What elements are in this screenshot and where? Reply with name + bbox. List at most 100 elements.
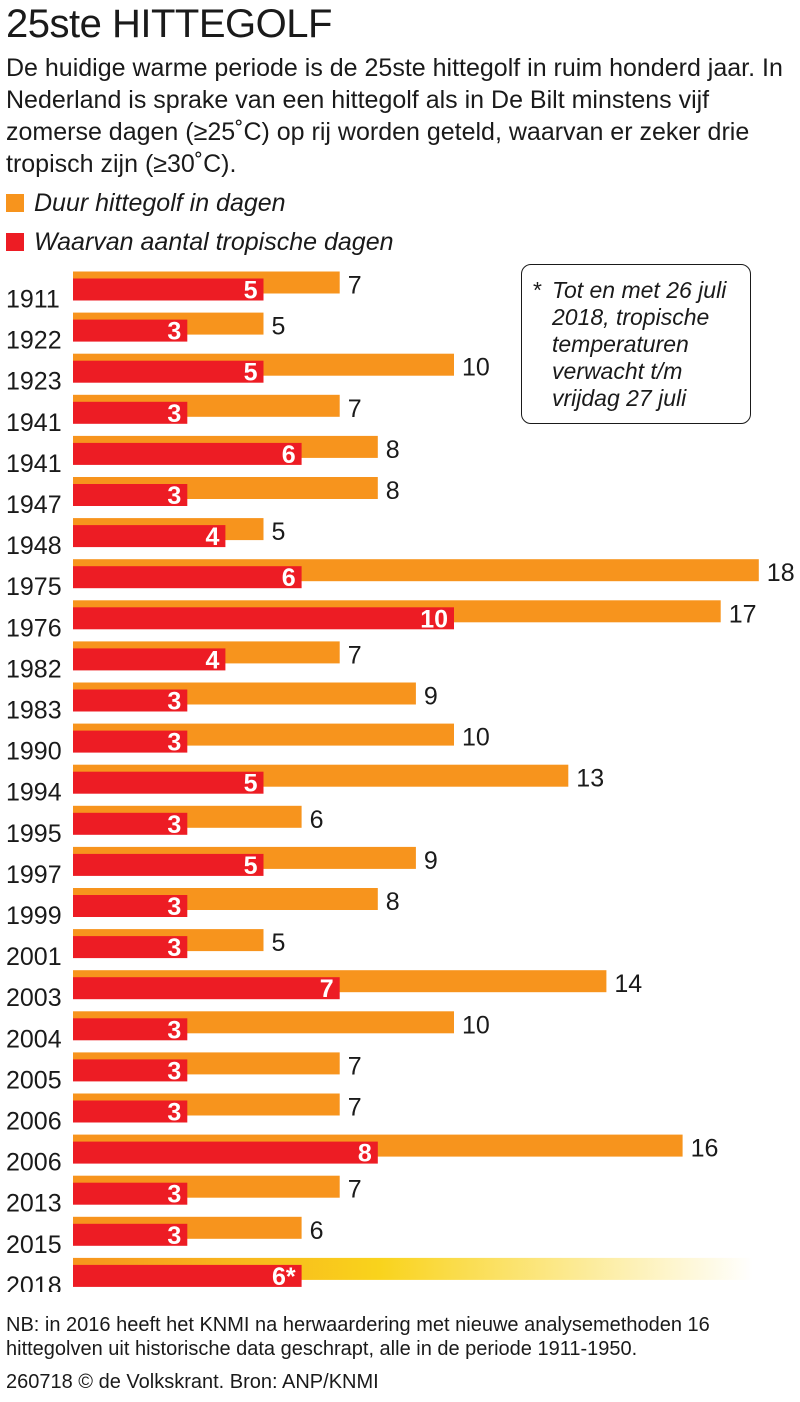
year-label: 1941 <box>6 409 62 437</box>
legend-swatch-duur <box>6 194 24 212</box>
year-label: 1922 <box>6 327 62 355</box>
value-label-tropisch: 3 <box>167 934 181 962</box>
bar-row-1990: 1990 10 3 <box>6 723 490 766</box>
value-label-tropisch: 4 <box>205 523 219 551</box>
value-label-duur: 7 <box>348 1052 362 1080</box>
value-label-tropisch: 3 <box>167 318 181 346</box>
bar-row-1947: 1947 8 3 <box>6 477 400 519</box>
bar-tropisch <box>73 401 188 424</box>
bar-row-2018: 2018 6* <box>6 1257 753 1292</box>
bar-row-1941: 1941 7 3 <box>6 394 362 437</box>
value-label-duur: 7 <box>348 1176 362 1204</box>
annotation-box: * Tot en met 26 juli 2018, tropische tem… <box>521 264 751 424</box>
year-label: 1982 <box>6 655 62 683</box>
bar-tropisch <box>73 853 264 876</box>
value-label-duur: 6 <box>310 1217 324 1245</box>
bar-row-1923: 1923 10 5 <box>6 353 490 396</box>
year-label: 1975 <box>6 573 62 601</box>
legend-item-duur: Duur hittegolf in dagen <box>6 188 286 218</box>
value-label-duur: 14 <box>614 970 642 998</box>
footnote: NB: in 2016 heeft het KNMI na herwaarder… <box>6 1314 710 1360</box>
bar-tropisch <box>73 1100 188 1123</box>
bar-tropisch <box>73 525 226 548</box>
bar-tropisch <box>73 689 188 712</box>
bar-row-1911: 1911 7 5 <box>6 271 362 314</box>
annotation-text: Tot en met 26 juli 2018, tropische tempe… <box>552 277 727 411</box>
bar-row-2015: 2015 6 3 <box>6 1216 324 1259</box>
value-label-tropisch: 3 <box>167 688 181 716</box>
year-label: 2004 <box>6 1025 62 1053</box>
value-label-tropisch: 3 <box>167 1181 181 1209</box>
value-label-duur: 18 <box>767 559 795 587</box>
value-label-duur: 5 <box>272 518 286 546</box>
year-label: 2005 <box>6 1066 62 1094</box>
value-label-duur: 16 <box>691 1135 719 1163</box>
legend-label-tropisch: Waarvan aantal tropische dagen <box>34 228 394 256</box>
value-label-duur: 8 <box>386 477 400 505</box>
bar-tropisch <box>73 1264 302 1287</box>
value-label-tropisch: 8 <box>358 1140 372 1168</box>
year-label: 1990 <box>6 738 62 766</box>
value-label-tropisch: 6* <box>272 1263 296 1291</box>
value-label-tropisch: 3 <box>167 893 181 921</box>
bar-row-2005: 2005 7 3 <box>6 1052 362 1094</box>
year-label: 1983 <box>6 697 62 725</box>
bar-tropisch <box>73 771 264 794</box>
bar-row-1995: 1995 6 3 <box>6 805 324 848</box>
bar-tropisch <box>73 1141 378 1164</box>
value-label-tropisch: 7 <box>320 975 334 1003</box>
value-label-duur: 7 <box>348 272 362 300</box>
chart-title: 25ste HITTEGOLF <box>6 2 332 46</box>
bar-tropisch <box>73 936 188 959</box>
value-label-tropisch: 3 <box>167 1099 181 1127</box>
year-label: 2018 <box>6 1272 62 1292</box>
bar-tropisch <box>73 442 302 465</box>
value-label-duur: 5 <box>272 929 286 957</box>
value-label-duur: 8 <box>386 888 400 916</box>
value-label-tropisch: 5 <box>244 277 258 305</box>
value-label-duur: 9 <box>424 847 438 875</box>
legend-swatch-tropisch <box>6 233 24 251</box>
legend-label-duur: Duur hittegolf in dagen <box>34 189 286 217</box>
value-label-tropisch: 3 <box>167 482 181 510</box>
bar-row-2001: 2001 5 3 <box>6 929 285 971</box>
year-label: 1923 <box>6 368 62 396</box>
bar-tropisch <box>73 730 188 753</box>
annotation-asterisk: * <box>532 277 541 303</box>
bar-tropisch <box>73 1059 188 1082</box>
value-label-tropisch: 5 <box>244 852 258 880</box>
value-label-duur: 7 <box>348 641 362 669</box>
year-label: 2006 <box>6 1149 62 1177</box>
year-label: 1976 <box>6 614 62 642</box>
year-label: 1947 <box>6 491 62 519</box>
value-label-tropisch: 3 <box>167 811 181 839</box>
bar-row-1999: 1999 8 3 <box>6 888 400 930</box>
bar-row-1983: 1983 9 3 <box>6 682 438 725</box>
year-label: 1948 <box>6 532 62 560</box>
bar-row-1976: 1976 17 10 <box>6 600 757 642</box>
value-label-tropisch: 3 <box>167 1057 181 1085</box>
value-label-tropisch: 6 <box>282 564 296 592</box>
year-label: 1941 <box>6 450 62 478</box>
value-label-tropisch: 6 <box>282 441 296 469</box>
bar-row-2004: 2004 10 3 <box>6 1011 490 1053</box>
year-label: 1911 <box>6 286 60 314</box>
value-label-duur: 8 <box>386 436 400 464</box>
bar-row-1941: 1941 8 6 <box>6 435 400 478</box>
bar-row-1922: 1922 5 3 <box>6 312 285 355</box>
bar-row-1948: 1948 5 4 <box>6 518 285 560</box>
bar-tropisch <box>73 278 264 301</box>
value-label-tropisch: 4 <box>205 646 219 674</box>
bar-row-2013: 2013 7 3 <box>6 1175 362 1218</box>
bar-row-2006: 2006 16 8 <box>6 1134 719 1177</box>
value-label-duur: 10 <box>462 724 490 752</box>
year-label: 2003 <box>6 984 62 1012</box>
year-label: 1997 <box>6 861 62 889</box>
value-label-tropisch: 10 <box>420 605 448 633</box>
bar-tropisch <box>73 1223 188 1246</box>
bar-tropisch <box>73 319 188 342</box>
year-label: 2001 <box>6 943 62 971</box>
bar-tropisch <box>73 1018 188 1041</box>
bar-tropisch <box>73 648 226 671</box>
